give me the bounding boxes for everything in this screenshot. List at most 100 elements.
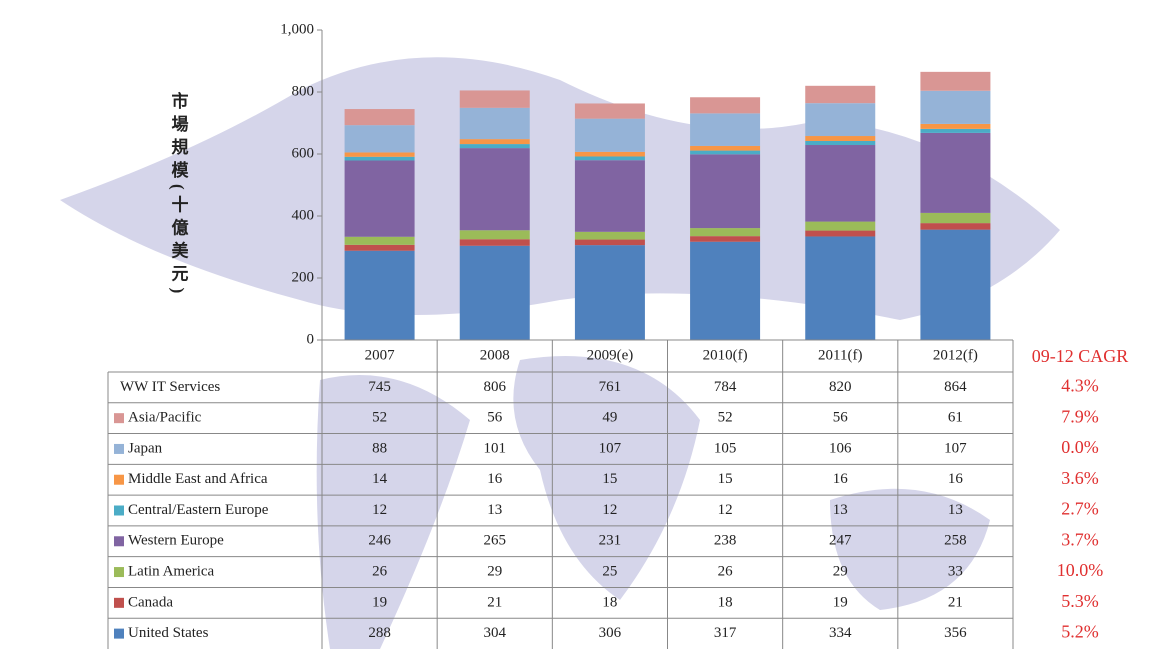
y-tick-label: 200 <box>292 269 315 285</box>
table-cell: 52 <box>372 410 387 426</box>
bar-segment <box>690 150 761 155</box>
row-label: Asia/Pacific <box>128 410 202 426</box>
table-cell: 21 <box>487 594 502 610</box>
table-cell: 238 <box>714 533 737 549</box>
table-cell: 231 <box>599 533 622 549</box>
table-cell: 12 <box>372 502 387 518</box>
bar-segment <box>344 236 415 245</box>
bar-segment <box>459 139 530 145</box>
bar-segment <box>344 152 415 157</box>
table-cell: 107 <box>599 440 622 456</box>
bar-segment <box>690 228 761 237</box>
row-label: Central/Eastern Europe <box>128 502 269 518</box>
x-tick-label: 2012(f) <box>933 347 978 363</box>
table-cell: 18 <box>718 594 733 610</box>
table-cell: 56 <box>487 410 503 426</box>
bar-segment <box>805 140 876 146</box>
bar-segment <box>805 236 876 340</box>
table-cell: 21 <box>948 594 963 610</box>
bar-segment <box>920 128 991 133</box>
bar-segment <box>344 250 415 340</box>
table-cell: 29 <box>487 563 502 579</box>
bar-segment <box>344 156 415 161</box>
table-cell: 12 <box>602 502 617 518</box>
table-cell: 356 <box>944 625 967 641</box>
table-cell: 288 <box>368 625 391 641</box>
bar-segment <box>690 241 761 340</box>
table-cell: 15 <box>718 471 733 487</box>
bar-segment <box>805 103 876 137</box>
y-tick-label: 800 <box>292 83 315 99</box>
table-cell: 12 <box>718 502 733 518</box>
legend-swatch <box>114 597 124 608</box>
bar-segment <box>344 109 415 126</box>
bar-segment <box>920 212 991 224</box>
bar-segment <box>574 151 645 157</box>
y-axis-label: 市場規模(十億美元) <box>169 91 189 299</box>
table-cell: 265 <box>484 533 507 549</box>
legend-swatch <box>114 443 124 454</box>
bar-segment <box>920 90 991 124</box>
bar-segment <box>574 231 645 240</box>
cagr-value: 3.7% <box>1061 529 1099 549</box>
row-label: United States <box>128 625 209 641</box>
table-cell: 317 <box>714 625 737 641</box>
cagr-value: 4.3% <box>1061 376 1099 396</box>
bar-segment <box>459 245 530 340</box>
legend-swatch <box>114 628 124 639</box>
table-cell: 745 <box>368 379 391 395</box>
table-cell: 56 <box>833 410 849 426</box>
x-tick-label: 2007 <box>365 347 396 363</box>
x-tick-label: 2009(e) <box>587 347 634 363</box>
table-cell: 107 <box>944 440 967 456</box>
table-cell: 19 <box>372 594 387 610</box>
bar-segment <box>574 160 645 232</box>
bar-segment <box>690 97 761 114</box>
table-cell: 61 <box>948 410 963 426</box>
table-cell: 14 <box>372 471 388 487</box>
bar-segment <box>690 236 761 242</box>
bar-segment <box>459 230 530 240</box>
table-cell: 13 <box>487 502 502 518</box>
y-tick-label: 600 <box>292 145 315 161</box>
bar-segment <box>920 229 991 340</box>
bar-segment <box>344 125 415 153</box>
y-tick-label: 0 <box>307 331 315 347</box>
table-cell: 33 <box>948 563 963 579</box>
bar-segment <box>574 156 645 161</box>
table-cell: 13 <box>833 502 848 518</box>
table-cell: 106 <box>829 440 852 456</box>
bar-segment <box>805 221 876 231</box>
table-cell: 52 <box>718 410 733 426</box>
x-tick-label: 2011(f) <box>818 347 862 363</box>
bar-segment <box>920 71 991 91</box>
table-cell: 304 <box>484 625 507 641</box>
table-cell: 101 <box>484 440 507 456</box>
table-cell: 16 <box>948 471 964 487</box>
table-cell: 25 <box>602 563 617 579</box>
legend-swatch <box>114 567 124 578</box>
bar-segment <box>574 103 645 119</box>
bar-segment <box>920 132 991 213</box>
bar-segment <box>459 144 530 149</box>
table-cell: 26 <box>718 563 734 579</box>
table-cell: 806 <box>484 379 507 395</box>
map-background <box>60 57 1060 649</box>
table-cell: 49 <box>602 410 617 426</box>
bar-segment <box>459 239 530 246</box>
table-cell: 19 <box>833 594 848 610</box>
row-label: Japan <box>128 440 163 456</box>
table-cell: 761 <box>599 379 622 395</box>
bar-segment <box>690 145 761 151</box>
bar-segment <box>805 145 876 222</box>
table-cell: 334 <box>829 625 852 641</box>
bar-segment <box>459 90 530 108</box>
table-cell: 784 <box>714 379 737 395</box>
table-cell: 29 <box>833 563 848 579</box>
table-cell: 258 <box>944 533 967 549</box>
x-tick-label: 2010(f) <box>703 347 748 363</box>
bar-segment <box>574 118 645 152</box>
table-cell: 15 <box>602 471 617 487</box>
